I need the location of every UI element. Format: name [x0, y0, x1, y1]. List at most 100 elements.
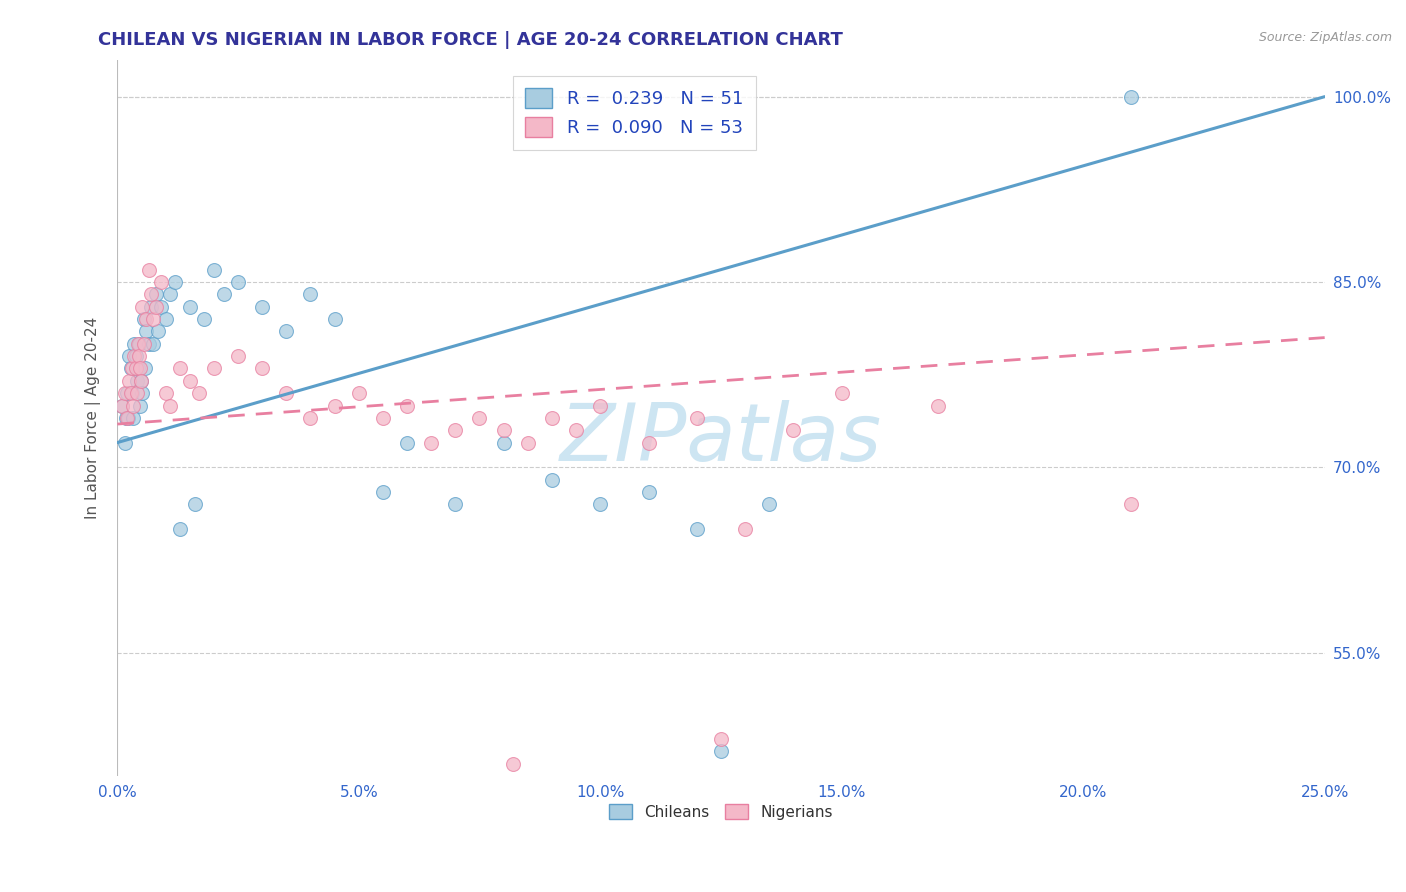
Point [782, 423, 804, 437]
Point [299, 287, 322, 301]
Point [115, 386, 138, 401]
Point [148, 325, 170, 339]
Legend: Chileans, Nigerians: Chileans, Nigerians [603, 797, 839, 826]
Point [637, 435, 659, 450]
Point [276, 325, 298, 339]
Point [115, 410, 138, 425]
Point [212, 287, 235, 301]
Point [202, 262, 225, 277]
Text: Source: ZipAtlas.com: Source: ZipAtlas.com [1258, 31, 1392, 45]
Point [323, 399, 346, 413]
Point [589, 497, 612, 511]
Point [710, 732, 733, 747]
Point [444, 497, 467, 511]
Point [169, 361, 191, 376]
Point [183, 497, 205, 511]
Point [122, 349, 145, 363]
Point [371, 485, 394, 500]
Point [149, 275, 172, 289]
Point [502, 756, 524, 771]
Point [831, 386, 853, 401]
Point [710, 744, 733, 758]
Point [155, 386, 177, 401]
Point [169, 522, 191, 536]
Point [165, 275, 187, 289]
Point [155, 312, 177, 326]
Point [135, 325, 157, 339]
Point [128, 336, 150, 351]
Point [250, 300, 273, 314]
Point [492, 423, 515, 437]
Point [121, 361, 143, 376]
Point [179, 300, 201, 314]
Point [541, 473, 564, 487]
Point [121, 386, 143, 401]
Point [129, 361, 152, 376]
Point [149, 300, 172, 314]
Point [131, 300, 153, 314]
Point [758, 497, 780, 511]
Point [111, 399, 134, 413]
Point [138, 336, 160, 351]
Point [139, 287, 162, 301]
Point [118, 374, 141, 388]
Point [131, 374, 153, 388]
Point [124, 361, 146, 376]
Text: CHILEAN VS NIGERIAN IN LABOR FORCE | AGE 20-24 CORRELATION CHART: CHILEAN VS NIGERIAN IN LABOR FORCE | AGE… [98, 31, 844, 49]
Point [686, 522, 709, 536]
Point [132, 312, 155, 326]
Point [371, 410, 394, 425]
Point [420, 435, 443, 450]
Point [127, 361, 149, 376]
Point [120, 386, 142, 401]
Point [492, 435, 515, 450]
Point [250, 361, 273, 376]
Point [125, 386, 148, 401]
Point [122, 336, 145, 351]
Point [347, 386, 370, 401]
Point [516, 435, 538, 450]
Point [299, 410, 322, 425]
Point [127, 336, 149, 351]
Point [179, 374, 201, 388]
Point [134, 361, 156, 376]
Point [468, 410, 491, 425]
Point [120, 361, 142, 376]
Point [131, 386, 153, 401]
Point [129, 399, 152, 413]
Point [276, 386, 298, 401]
Point [159, 399, 181, 413]
Point [396, 399, 419, 413]
Point [159, 287, 181, 301]
Point [114, 435, 136, 450]
Y-axis label: In Labor Force | Age 20-24: In Labor Force | Age 20-24 [86, 317, 101, 519]
Point [145, 300, 167, 314]
Point [565, 423, 588, 437]
Point [193, 312, 215, 326]
Point [124, 349, 146, 363]
Point [117, 410, 139, 425]
Point [142, 312, 165, 326]
Point [115, 410, 138, 425]
Point [121, 399, 143, 413]
Point [589, 399, 612, 413]
Point [135, 312, 157, 326]
Point [734, 522, 756, 536]
Point [541, 410, 564, 425]
Point [226, 349, 249, 363]
Point [226, 275, 249, 289]
Point [142, 336, 165, 351]
Point [118, 349, 141, 363]
Point [132, 336, 155, 351]
Point [131, 374, 153, 388]
Point [111, 399, 134, 413]
Point [323, 312, 346, 326]
Point [444, 423, 467, 437]
Point [128, 349, 150, 363]
Point [114, 386, 136, 401]
Point [188, 386, 211, 401]
Point [121, 410, 143, 425]
Point [202, 361, 225, 376]
Point [1121, 497, 1143, 511]
Point [686, 410, 709, 425]
